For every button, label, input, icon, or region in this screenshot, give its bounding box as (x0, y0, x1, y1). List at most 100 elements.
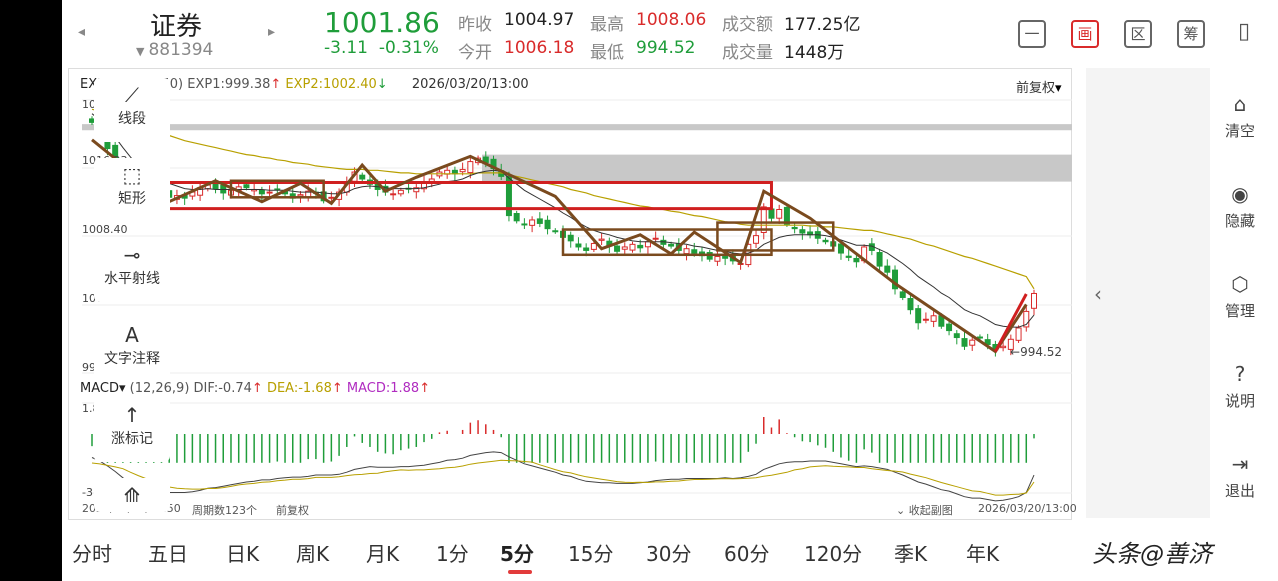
segment-tool-button[interactable]: ⟋ 线段 (94, 78, 170, 142)
candle-up (1031, 292, 1037, 309)
volume-value: 1448万 (784, 43, 845, 63)
candle-up (969, 339, 976, 346)
change-value: -3.11 (324, 38, 368, 58)
horizontal-ray-tool-button[interactable]: ⊸ 水平射线 (94, 238, 170, 302)
hide-button[interactable]: ◉ 隐藏 (1216, 182, 1264, 231)
manage-button[interactable]: ⬡ 管理 (1216, 272, 1264, 321)
clear-label: 清空 (1224, 122, 1255, 140)
candle-down (822, 239, 829, 243)
tab-period-30min[interactable]: 30分 (646, 542, 692, 566)
help-label: 说明 (1224, 392, 1255, 410)
line-tool-button[interactable]: 一 (1018, 20, 1046, 48)
tab-period-5day[interactable]: 五日 (148, 542, 188, 566)
resistance-zone (82, 124, 1072, 131)
tab-period-day[interactable]: 日K (226, 542, 260, 566)
candle-up (760, 206, 767, 233)
dea-value: DEA:-1.68 (266, 381, 332, 396)
wave-trendline (91, 138, 1028, 354)
candle-up (1023, 310, 1030, 328)
arrow-down-icon: ↓ (376, 77, 388, 92)
drawing-tool-panel (1086, 68, 1210, 518)
horizontal-ray-tool-label: 水平射线 (104, 271, 160, 287)
candle-up (714, 256, 721, 262)
caret-down-icon: ▼ (136, 45, 145, 58)
candle-down (907, 298, 914, 311)
stock-code[interactable]: ▼ 881394 (136, 40, 213, 60)
candle-down (976, 336, 983, 339)
exit-label: 退出 (1224, 482, 1255, 500)
candle-up (328, 196, 335, 199)
candle-down (614, 245, 621, 252)
candle-down (274, 188, 281, 191)
candle-up (266, 191, 273, 194)
segment-line-icon: ⟋ (125, 83, 139, 107)
tab-period-15min[interactable]: 15分 (568, 542, 614, 566)
adjust-select[interactable]: 前复权▾ (1016, 77, 1062, 96)
sub-indicator-select[interactable]: MACD▾ (80, 381, 126, 396)
cursor-datetime: 2026/03/20/13:00 (411, 77, 529, 92)
exit-button[interactable]: ⇥ 退出 (1216, 452, 1264, 501)
pattern-box (561, 228, 773, 257)
tab-period-1min[interactable]: 1分 (436, 542, 469, 566)
collapse-subchart-button[interactable]: ⌄ 收起副图 (896, 502, 953, 518)
dif-value: DIF:-0.74 (193, 381, 252, 396)
rise-mark-tool-label: 涨标记 (111, 431, 153, 447)
candle-down (892, 269, 899, 290)
candle-up (459, 168, 466, 173)
tab-period-year[interactable]: 年K (966, 542, 1000, 566)
candle-down (691, 249, 698, 254)
arrow-up-icon: ↑ (251, 381, 263, 396)
tab-period-120min[interactable]: 120分 (804, 542, 863, 566)
candle-down (552, 230, 559, 233)
price-axis-label-3: 1008.40 (82, 223, 128, 236)
candle-up (297, 194, 304, 197)
low-value: 994.52 (636, 38, 696, 58)
exp2-line (91, 108, 1035, 290)
candle-up (644, 241, 651, 248)
candle-down (575, 243, 582, 248)
rebound-line (994, 293, 1028, 353)
candle-down (243, 184, 250, 189)
candle-up (529, 219, 536, 226)
tab-period-quarter[interactable]: 季K (894, 542, 928, 566)
text-note-tool-button[interactable]: A 文字注释 (94, 318, 170, 382)
next-stock-arrow[interactable]: ▸ (268, 24, 276, 40)
stock-name: 证券 (150, 12, 203, 42)
candle-down (668, 243, 675, 247)
prev-stock-arrow[interactable]: ◂ (78, 24, 86, 40)
low-label: 最低 (590, 43, 624, 63)
tab-period-month[interactable]: 月K (366, 542, 400, 566)
stock-code-text: 881394 (148, 40, 214, 60)
tab-period-5min[interactable]: 5分 (500, 542, 534, 566)
rectangle-tool-button[interactable]: ⬚ 矩形 (94, 158, 170, 222)
period-count: 周期数123个 (192, 504, 257, 517)
low-price-value: 994.52 (1020, 345, 1063, 359)
change-percent: -0.31% (378, 38, 439, 58)
active-tab-indicator (508, 570, 532, 574)
collapse-subchart-label: 收起副图 (908, 504, 953, 517)
range-tool-button[interactable]: 区 (1124, 20, 1152, 48)
rise-mark-tool-button[interactable]: ↑ 涨标记 (94, 398, 170, 462)
sub-indicator-legend: MACD▾ (12,26,9) DIF:-0.74↑ DEA:-1.68↑ MA… (80, 381, 430, 396)
open-value: 1006.18 (504, 38, 575, 58)
chip-tool-button[interactable]: 筹 (1177, 20, 1205, 48)
tab-period-60min[interactable]: 60分 (724, 542, 770, 566)
clear-button[interactable]: ⌂ 清空 (1216, 92, 1264, 141)
draw-tool-button[interactable]: 画 (1071, 20, 1099, 48)
wave-tool-button[interactable]: ⟰ (94, 478, 170, 512)
device-switch-icon[interactable]: ▯ (1237, 19, 1251, 44)
candle-down (853, 257, 860, 263)
kline-chart[interactable] (68, 68, 1072, 520)
horizontal-ray-icon: ⊸ (123, 243, 141, 267)
tab-period-intraday[interactable]: 分时 (72, 542, 112, 566)
candle-up (590, 242, 597, 250)
panel-collapse-chevron-icon[interactable]: ‹ (1094, 282, 1102, 306)
tab-period-week[interactable]: 周K (296, 542, 330, 566)
high-label: 最高 (590, 15, 624, 35)
chart-panel[interactable] (68, 68, 1072, 520)
text-a-icon: A (125, 323, 139, 347)
watermark: 头条@善济 (1092, 540, 1212, 568)
candle-up (467, 161, 474, 174)
help-button[interactable]: ? 说明 (1216, 362, 1264, 411)
candle-up (629, 243, 636, 251)
